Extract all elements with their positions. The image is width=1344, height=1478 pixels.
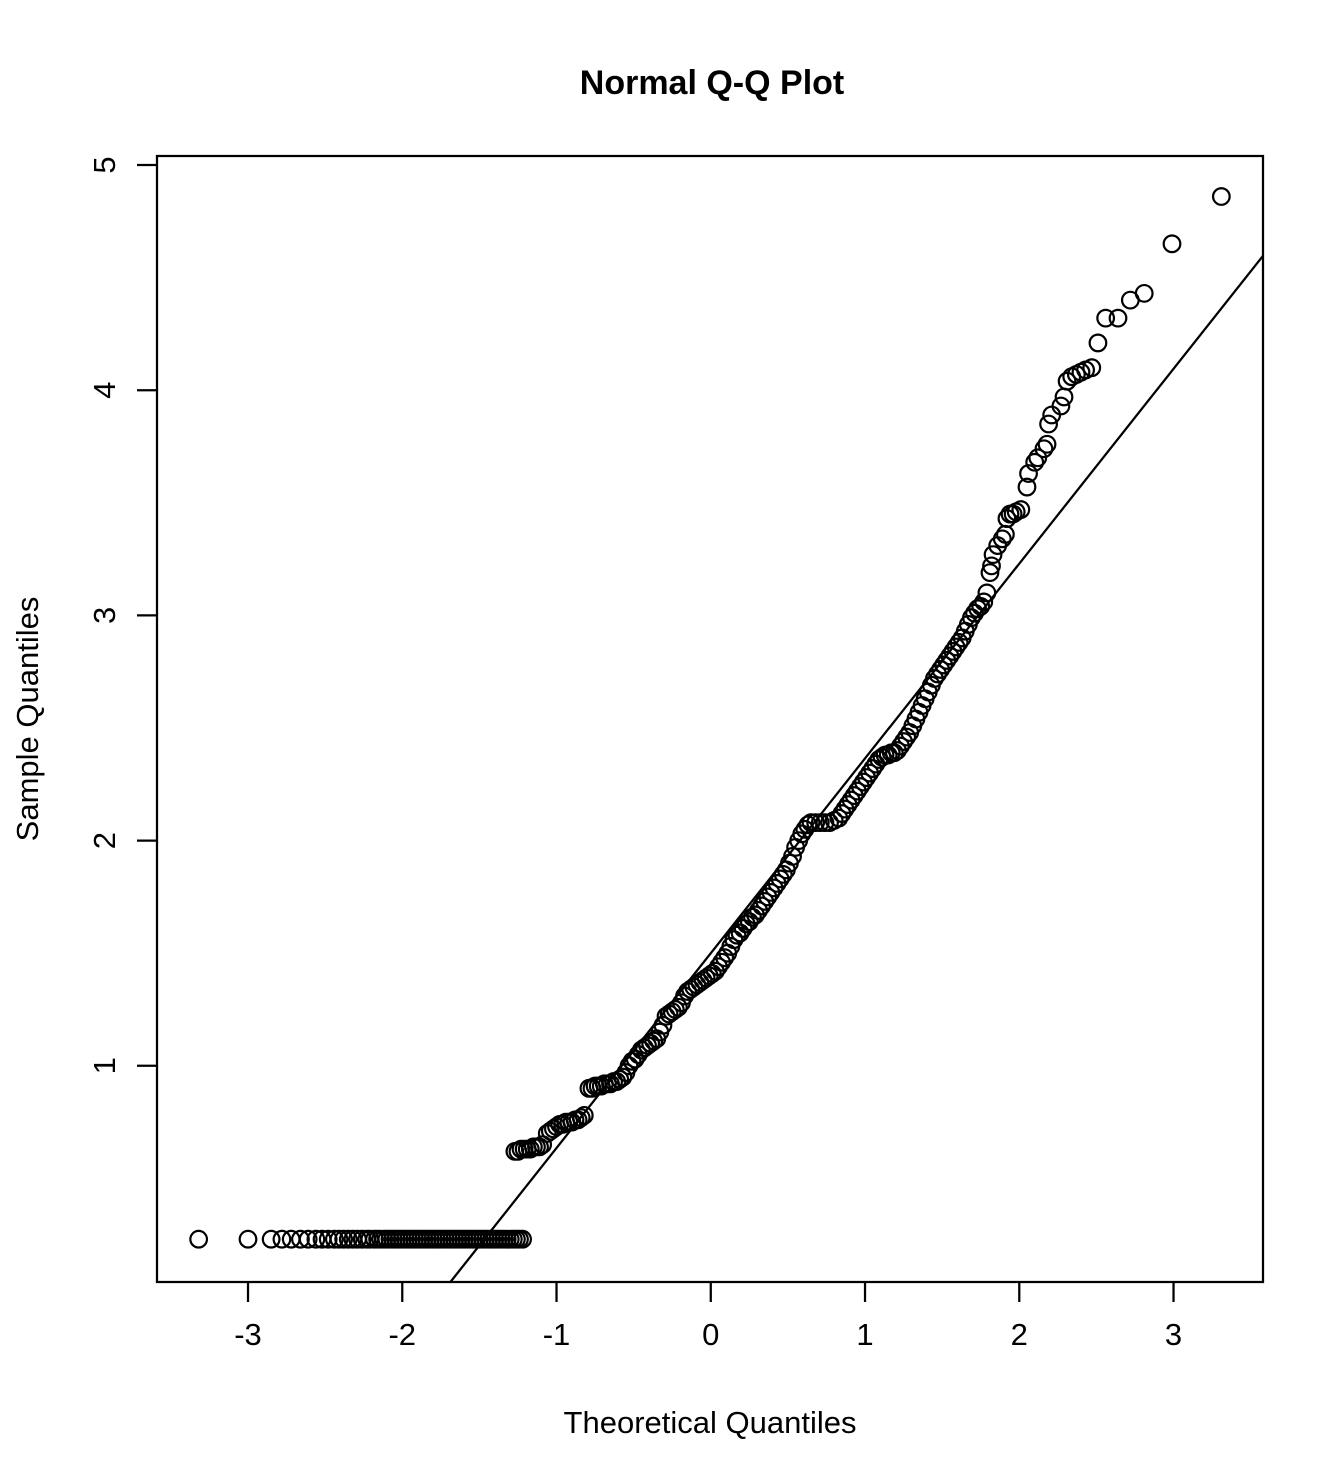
- data-point: [983, 545, 1003, 565]
- y-axis-tick-label: 2: [87, 832, 122, 849]
- data-point: [815, 813, 835, 832]
- data-points-layer: [189, 187, 1231, 1249]
- x-axis-tick-label: 2: [1011, 1317, 1028, 1352]
- y-axis-tick-label: 5: [87, 156, 122, 173]
- x-axis-tick-label: -3: [234, 1317, 262, 1352]
- data-point: [1088, 333, 1108, 353]
- x-axis-tick-label: -2: [388, 1317, 416, 1352]
- data-point: [1051, 396, 1071, 416]
- data-point: [334, 1229, 354, 1249]
- data-point: [773, 864, 793, 884]
- data-point: [743, 907, 762, 927]
- x-axis-tick-label: -1: [543, 1317, 571, 1352]
- data-point: [884, 743, 904, 763]
- x-axis-label: Theoretical Quantiles: [564, 1405, 857, 1440]
- data-point: [715, 948, 735, 968]
- data-point: [1082, 358, 1102, 378]
- data-point: [261, 1229, 281, 1249]
- data-point: [810, 813, 830, 832]
- data-point: [783, 846, 802, 866]
- data-point: [613, 1067, 633, 1087]
- data-point: [968, 599, 988, 619]
- data-point: [574, 1105, 594, 1125]
- data-point: [1034, 439, 1054, 459]
- data-point: [1037, 434, 1057, 454]
- data-point: [1096, 308, 1116, 328]
- plot-box: [155, 154, 1265, 1284]
- data-point: [977, 583, 997, 603]
- data-point: [1211, 187, 1231, 206]
- data-point: [291, 1229, 310, 1249]
- data-point: [571, 1108, 591, 1128]
- data-point: [352, 1229, 372, 1249]
- data-point: [982, 556, 1001, 576]
- data-point: [980, 563, 1000, 583]
- data-point: [1025, 452, 1045, 472]
- data-point: [1134, 283, 1154, 303]
- data-point: [324, 1229, 344, 1249]
- data-point: [949, 633, 969, 652]
- data-point: [668, 997, 688, 1017]
- data-point: [513, 1229, 532, 1249]
- data-point: [189, 1229, 209, 1249]
- data-point: [974, 592, 994, 612]
- data-point: [795, 819, 815, 839]
- data-point: [1019, 464, 1038, 483]
- data-point: [338, 1229, 358, 1249]
- data-point: [1039, 414, 1058, 434]
- data-point: [622, 1051, 642, 1071]
- data-point: [702, 964, 722, 983]
- data-point: [1011, 500, 1031, 519]
- data-point: [965, 603, 984, 623]
- x-axis-tick-label: 0: [702, 1317, 719, 1352]
- data-point: [724, 930, 744, 950]
- data-point: [306, 1229, 326, 1249]
- axes-layer: -3 -2 -1 0 1 2 3 1 2 3 4 5: [87, 154, 1265, 1352]
- y-axis-tick-label: 4: [87, 382, 122, 399]
- data-point: [727, 925, 747, 945]
- data-point: [806, 813, 826, 832]
- y-axis-label: Sample Quantiles: [10, 597, 45, 842]
- data-point: [739, 912, 759, 932]
- x-axis-tick-label: 3: [1165, 1317, 1182, 1352]
- data-point: [801, 813, 821, 832]
- data-point: [897, 727, 917, 747]
- data-point: [1108, 308, 1128, 328]
- data-point: [298, 1229, 318, 1249]
- data-point: [329, 1229, 349, 1249]
- data-point: [1017, 477, 1037, 497]
- data-point: [665, 1000, 685, 1019]
- data-point: [1162, 234, 1182, 254]
- data-point: [1054, 387, 1074, 407]
- data-point: [1042, 405, 1062, 425]
- y-axis-tick-label: 3: [87, 607, 122, 624]
- data-point: [995, 524, 1015, 544]
- plot-title: Normal Q-Q Plot: [580, 64, 844, 102]
- y-axis-tick-label: 1: [87, 1057, 122, 1074]
- data-point: [238, 1229, 258, 1249]
- data-point: [653, 1015, 673, 1035]
- data-point: [992, 529, 1012, 549]
- data-point: [733, 919, 753, 938]
- x-axis-tick-label: 1: [856, 1317, 873, 1352]
- data-point: [610, 1069, 630, 1089]
- data-point: [272, 1229, 292, 1249]
- data-point: [318, 1229, 338, 1249]
- data-point: [619, 1056, 639, 1076]
